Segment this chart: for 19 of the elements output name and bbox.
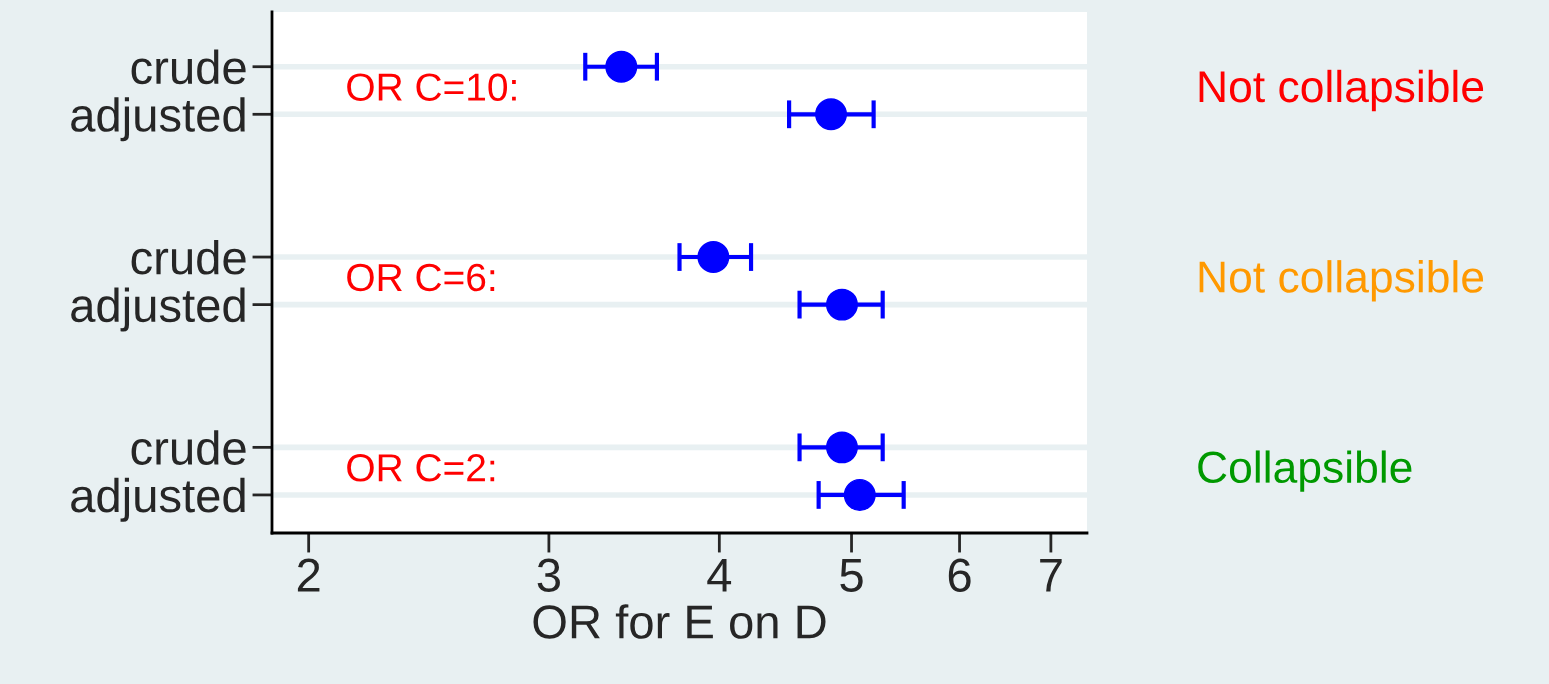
y-tick-label: crude <box>131 239 246 275</box>
annotation: OR C=10: <box>347 73 516 101</box>
y-tick-label: adjusted <box>71 97 245 142</box>
text: Collapsible <box>1198 450 1412 492</box>
x-tick-label: 5 <box>840 559 863 592</box>
y-tick-label: crude <box>131 430 246 465</box>
x-tick-label: 3 <box>537 558 560 592</box>
x-tick-label: 6 <box>948 558 971 592</box>
annotation: OR C=2: <box>347 454 495 482</box>
text: Not collapsible <box>1199 69 1484 112</box>
x-tick-label: 7 <box>1040 559 1062 592</box>
x-tick-label: 2 <box>297 558 320 592</box>
annotation: OR C=6: <box>347 263 495 292</box>
x-axis-title: OR for E on D <box>533 604 826 639</box>
y-tick-label: adjusted <box>71 287 245 332</box>
x-tick-label: 4 <box>707 559 732 592</box>
text: Not collapsible <box>1199 260 1484 302</box>
y-tick-label: crude <box>131 49 246 85</box>
y-tick-label: adjusted <box>71 477 245 522</box>
